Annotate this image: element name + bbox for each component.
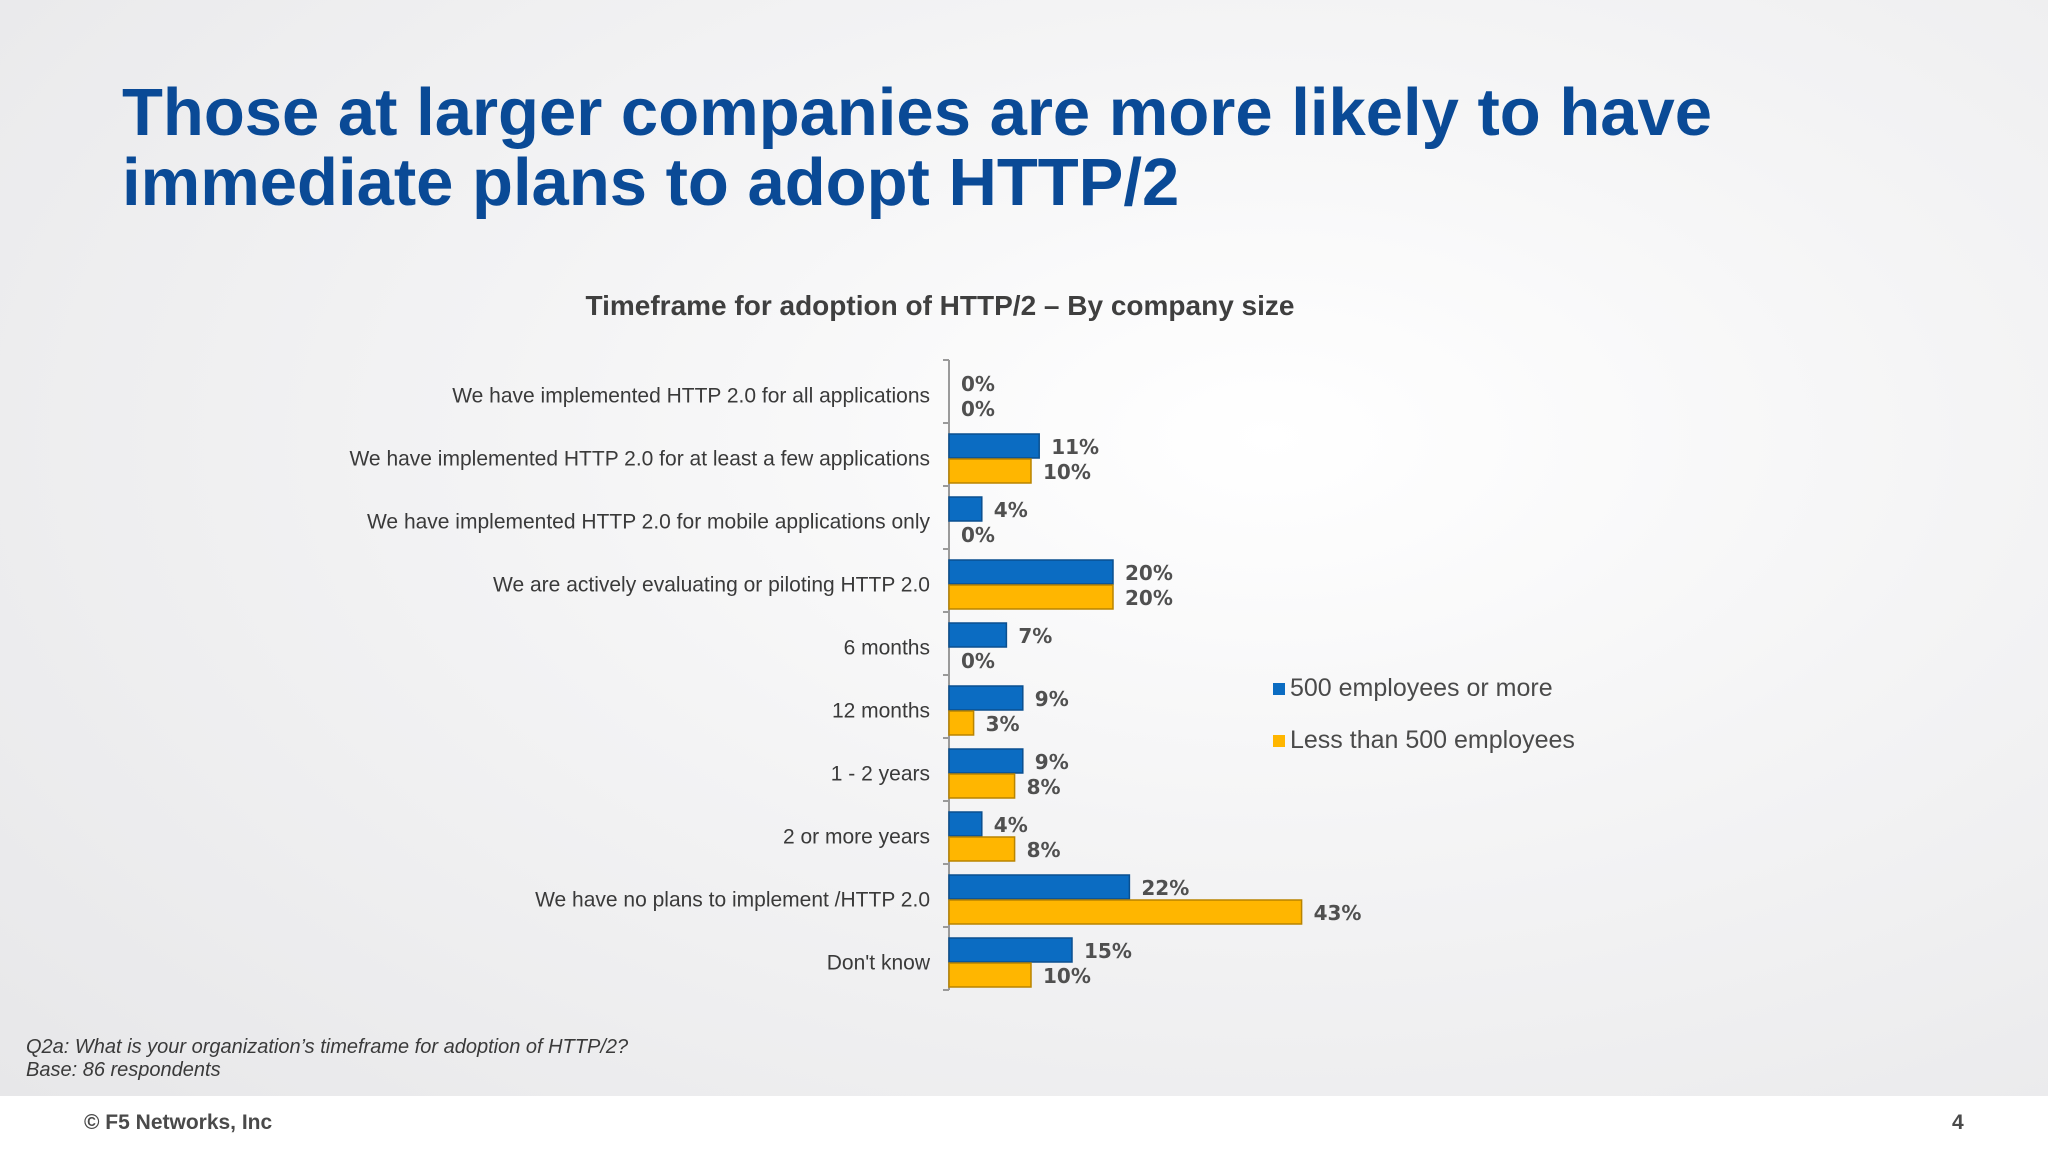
data-label: 20% bbox=[1125, 586, 1173, 610]
bar-large-companies bbox=[948, 496, 983, 522]
data-label: 8% bbox=[1027, 775, 1061, 799]
data-label: 0% bbox=[961, 523, 995, 547]
bar-small-companies bbox=[948, 773, 1016, 799]
data-label: 15% bbox=[1084, 939, 1132, 963]
data-label: 10% bbox=[1043, 460, 1091, 484]
bar-large-companies bbox=[948, 622, 1008, 648]
category-label: 6 months bbox=[844, 637, 930, 660]
legend-swatch bbox=[1273, 683, 1285, 695]
bar-small-companies bbox=[948, 710, 975, 736]
bar-small-companies bbox=[948, 962, 1032, 988]
data-label: 3% bbox=[986, 712, 1020, 736]
data-label: 7% bbox=[1018, 624, 1052, 648]
copyright-text: © F5 Networks, Inc bbox=[84, 1111, 273, 1134]
legend-label: Less than 500 employees bbox=[1290, 726, 1575, 754]
category-label: 2 or more years bbox=[783, 826, 930, 849]
data-label: 10% bbox=[1043, 964, 1091, 988]
bar-small-companies bbox=[948, 836, 1016, 862]
category-label: Don't know bbox=[827, 952, 931, 975]
bar-large-companies bbox=[948, 937, 1073, 963]
bar-large-companies bbox=[948, 559, 1114, 585]
data-label: 11% bbox=[1051, 435, 1099, 459]
bar-small-companies bbox=[948, 899, 1303, 925]
category-label: 1 - 2 years bbox=[831, 763, 930, 786]
footnote: Q2a: What is your organization’s timefra… bbox=[26, 1036, 628, 1082]
legend-swatch bbox=[1273, 735, 1285, 747]
data-label: 0% bbox=[961, 649, 995, 673]
data-label: 43% bbox=[1314, 901, 1362, 925]
footnote-question: Q2a: What is your organization’s timefra… bbox=[26, 1036, 629, 1058]
data-label: 20% bbox=[1125, 561, 1173, 585]
data-label: 0% bbox=[961, 397, 995, 421]
bar-large-companies bbox=[948, 685, 1024, 711]
bar-large-companies bbox=[948, 874, 1131, 900]
chart-title: Timeframe for adoption of HTTP/2 – By co… bbox=[585, 290, 1295, 321]
footnote-base: Base: 86 respondents bbox=[26, 1059, 221, 1081]
bar-chart: We have implemented HTTP 2.0 for all app… bbox=[349, 359, 1575, 991]
bar-large-companies bbox=[948, 811, 983, 837]
slide-title-line-2: immediate plans to adopt HTTP/2 bbox=[122, 145, 1180, 220]
legend-label: 500 employees or more bbox=[1290, 674, 1553, 702]
bar-large-companies bbox=[948, 748, 1024, 774]
category-label: We are actively evaluating or piloting H… bbox=[493, 574, 930, 597]
slide-title-line-1: Those at larger companies are more likel… bbox=[122, 75, 1713, 150]
data-label: 9% bbox=[1035, 750, 1069, 774]
bar-small-companies bbox=[948, 458, 1032, 484]
data-label: 0% bbox=[961, 372, 995, 396]
category-label: We have implemented HTTP 2.0 for at leas… bbox=[349, 448, 930, 471]
data-label: 22% bbox=[1141, 876, 1189, 900]
category-label: We have no plans to implement /HTTP 2.0 bbox=[535, 889, 930, 912]
category-label: We have implemented HTTP 2.0 for all app… bbox=[452, 385, 930, 408]
category-label: We have implemented HTTP 2.0 for mobile … bbox=[367, 511, 931, 534]
bar-large-companies bbox=[948, 433, 1040, 459]
data-label: 8% bbox=[1027, 838, 1061, 862]
footer-bar bbox=[0, 1096, 2048, 1152]
data-label: 4% bbox=[994, 498, 1028, 522]
slide-title: Those at larger companies are more likel… bbox=[122, 78, 1822, 218]
bar-small-companies bbox=[948, 584, 1114, 610]
page-number: 4 bbox=[1952, 1111, 1964, 1134]
category-label: 12 months bbox=[832, 700, 930, 723]
data-label: 9% bbox=[1035, 687, 1069, 711]
data-label: 4% bbox=[994, 813, 1028, 837]
